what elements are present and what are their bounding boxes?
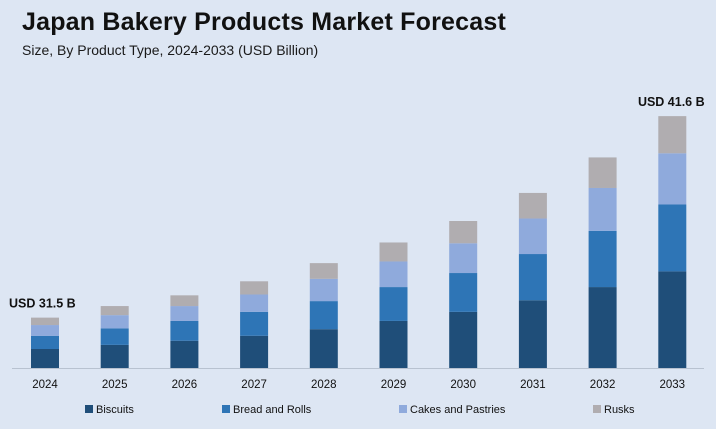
x-tick-label: 2032 <box>590 379 616 391</box>
bar-cakes-and-pastries-2028 <box>309 278 338 302</box>
bar-rusks-2031 <box>518 192 547 219</box>
bar-biscuits-2031 <box>518 300 547 368</box>
legend-swatch <box>222 405 230 413</box>
legend-label: Rusks <box>604 404 635 416</box>
bar-bread-and-rolls-2027 <box>240 311 269 336</box>
bar-biscuits-2033 <box>658 271 687 368</box>
x-tick-label: 2024 <box>32 379 58 391</box>
bar-rusks-2027 <box>240 281 269 295</box>
bar-biscuits-2025 <box>100 344 129 368</box>
bar-cakes-and-pastries-2029 <box>379 261 408 288</box>
bar-bread-and-rolls-2032 <box>588 230 617 288</box>
bar-cakes-and-pastries-2027 <box>240 294 269 312</box>
bar-bread-and-rolls-2029 <box>379 287 408 321</box>
bar-cakes-and-pastries-2030 <box>449 243 478 274</box>
bar-biscuits-2032 <box>588 287 617 368</box>
bar-biscuits-2028 <box>309 329 338 368</box>
bar-rusks-2028 <box>309 263 338 279</box>
bar-cakes-and-pastries-2031 <box>518 218 547 255</box>
bar-rusks-2025 <box>100 306 129 316</box>
legend-swatch <box>399 405 407 413</box>
data-annotation: USD 31.5 B <box>9 297 76 311</box>
legend-label: Cakes and Pastries <box>410 404 506 416</box>
x-tick-label: 2025 <box>102 379 128 391</box>
legend-label: Biscuits <box>96 404 134 416</box>
data-annotation: USD 41.6 B <box>638 95 705 109</box>
bar-rusks-2026 <box>170 295 199 307</box>
legend-label: Bread and Rolls <box>233 404 312 416</box>
bar-cakes-and-pastries-2033 <box>658 153 687 205</box>
x-tick-label: 2031 <box>520 379 546 391</box>
x-tick-label: 2030 <box>450 379 476 391</box>
x-tick-label: 2027 <box>241 379 267 391</box>
bar-cakes-and-pastries-2026 <box>170 306 199 321</box>
legend-swatch <box>593 405 601 413</box>
chart-title: Japan Bakery Products Market Forecast <box>22 8 506 36</box>
chart-subtitle: Size, By Product Type, 2024-2033 (USD Bi… <box>22 42 319 58</box>
bar-rusks-2029 <box>379 242 408 262</box>
bar-biscuits-2029 <box>379 320 408 368</box>
x-tick-label: 2028 <box>311 379 337 391</box>
bar-rusks-2032 <box>588 157 617 188</box>
legend-swatch <box>85 405 93 413</box>
bar-cakes-and-pastries-2032 <box>588 187 617 231</box>
bar-biscuits-2024 <box>31 349 59 368</box>
bar-bread-and-rolls-2033 <box>658 204 687 272</box>
bar-bread-and-rolls-2031 <box>518 254 547 301</box>
bar-bread-and-rolls-2025 <box>100 328 129 345</box>
bar-cakes-and-pastries-2024 <box>31 325 59 336</box>
bar-biscuits-2030 <box>449 311 478 368</box>
bar-rusks-2030 <box>449 221 478 244</box>
x-tick-label: 2029 <box>381 379 407 391</box>
x-tick-label: 2026 <box>172 379 198 391</box>
bar-bread-and-rolls-2030 <box>449 273 478 312</box>
bar-bread-and-rolls-2024 <box>31 335 59 350</box>
bar-cakes-and-pastries-2025 <box>100 315 129 329</box>
bar-bread-and-rolls-2028 <box>309 301 338 330</box>
bar-bread-and-rolls-2026 <box>170 320 199 341</box>
x-tick-label: 2033 <box>660 379 686 391</box>
bar-rusks-2033 <box>658 116 687 154</box>
bar-biscuits-2027 <box>240 335 269 368</box>
bar-biscuits-2026 <box>170 340 199 368</box>
bar-rusks-2024 <box>31 317 59 326</box>
